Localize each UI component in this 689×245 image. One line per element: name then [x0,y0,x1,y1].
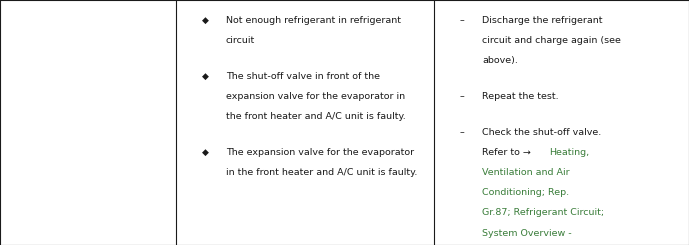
Text: Not enough refrigerant in refrigerant: Not enough refrigerant in refrigerant [226,16,401,25]
Text: Heating,: Heating, [549,148,589,157]
Text: above).: above). [482,56,518,65]
Text: the front heater and A/C unit is faulty.: the front heater and A/C unit is faulty. [226,112,406,121]
Text: in the front heater and A/C unit is faulty.: in the front heater and A/C unit is faul… [226,168,418,177]
Text: System Overview -: System Overview - [482,229,572,238]
Text: ◆: ◆ [202,148,209,157]
Text: Refer to →: Refer to → [482,148,534,157]
Text: Check the shut-off valve.: Check the shut-off valve. [482,128,601,137]
Text: –: – [460,92,464,101]
Text: ◆: ◆ [202,16,209,25]
Text: circuit and charge again (see: circuit and charge again (see [482,36,621,45]
Text: Repeat the test.: Repeat the test. [482,92,559,101]
Text: Conditioning; Rep.: Conditioning; Rep. [482,188,569,197]
Text: circuit: circuit [226,36,255,45]
Text: Gr.87; Refrigerant Circuit;: Gr.87; Refrigerant Circuit; [482,208,604,218]
Text: –: – [460,128,464,137]
Text: Ventilation and Air: Ventilation and Air [482,168,570,177]
Text: ◆: ◆ [202,72,209,81]
Text: –: – [460,16,464,25]
Text: The expansion valve for the evaporator: The expansion valve for the evaporator [226,148,414,157]
Text: Discharge the refrigerant: Discharge the refrigerant [482,16,603,25]
Text: The shut-off valve in front of the: The shut-off valve in front of the [226,72,380,81]
Text: expansion valve for the evaporator in: expansion valve for the evaporator in [226,92,405,101]
